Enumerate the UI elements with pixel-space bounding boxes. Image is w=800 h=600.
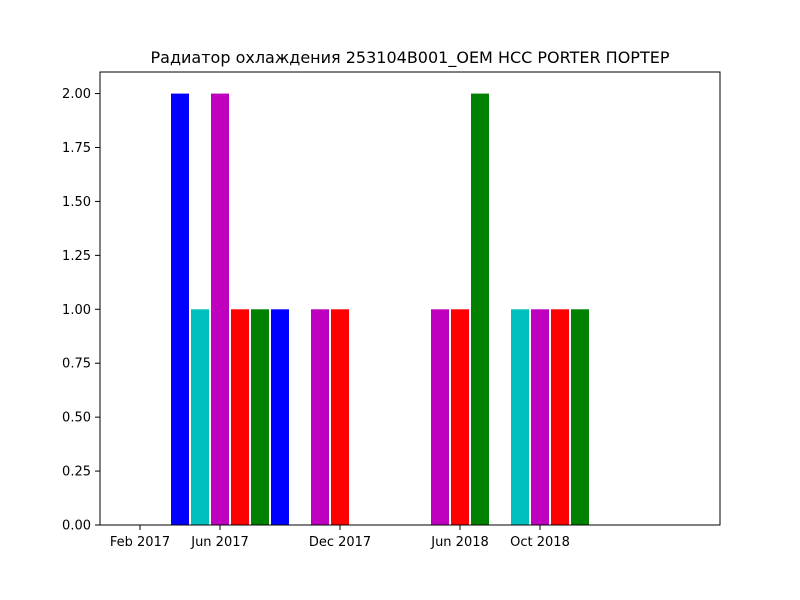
bar-2017-04	[171, 93, 189, 525]
x-tick-label: Feb 2017	[110, 535, 170, 550]
x-axis-ticks: Feb 2017 Jun 2017 Dec 2017 Jun 2018 Oct 2018	[110, 525, 570, 550]
bar-2018-06	[451, 309, 469, 525]
y-tick-label: 0.00	[62, 519, 91, 534]
y-tick-label: 2.00	[62, 87, 91, 102]
bar-2017-08	[251, 309, 269, 525]
bar-2018-12	[571, 309, 589, 525]
bar-2018-09	[511, 309, 529, 525]
y-tick-label: 0.25	[62, 465, 91, 480]
bar-2018-05	[431, 309, 449, 525]
y-tick-label: 1.00	[62, 303, 91, 318]
y-tick-label: 0.75	[62, 357, 91, 372]
chart-title: Радиатор охлаждения 253104B001_OEM HCC P…	[151, 48, 670, 68]
bars-layer	[171, 93, 589, 525]
bar-2018-10	[531, 309, 549, 525]
bar-2018-07	[471, 93, 489, 525]
plot-frame	[99, 71, 721, 526]
bar-2017-07	[231, 309, 249, 525]
x-tick-label: Jun 2018	[430, 535, 489, 550]
bar-2017-12	[331, 309, 349, 525]
x-tick-label: Oct 2018	[510, 535, 570, 550]
y-axis-ticks: 0.00 0.25 0.50 0.75 1.00 1.25 1.50 1.75 2.00	[62, 87, 100, 534]
y-tick-label: 1.50	[62, 195, 91, 210]
bar-2017-11	[311, 309, 329, 525]
bar-2017-09	[271, 309, 289, 525]
x-tick-label: Jun 2017	[190, 535, 249, 550]
y-tick-label: 0.50	[62, 411, 91, 426]
bar-2018-11	[551, 309, 569, 525]
y-tick-label: 1.25	[62, 249, 91, 264]
y-tick-label: 1.75	[62, 141, 91, 156]
bar-2017-05	[191, 309, 209, 525]
bar-2017-06	[211, 93, 229, 525]
x-tick-label: Dec 2017	[309, 535, 371, 550]
